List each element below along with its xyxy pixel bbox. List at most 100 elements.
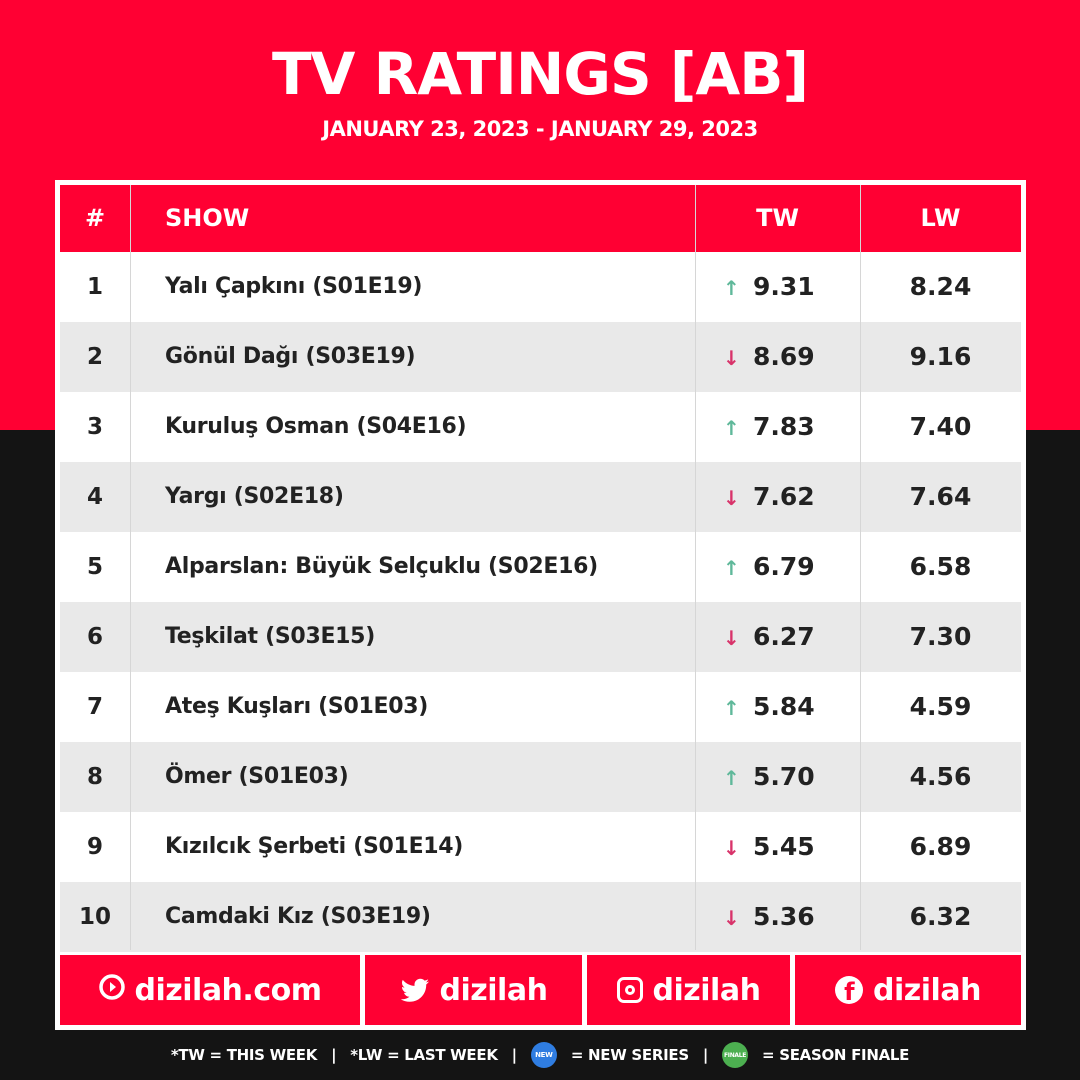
arrow-up-icon: ↑ [723,696,740,720]
tw-cell: ↑ 7.83 [723,392,815,462]
tw-value: 5.45 [753,832,815,861]
rank-cell: 6 [86,624,103,650]
lw-cell: 6.58 [909,552,972,581]
table-header: # SHOW TW LW [60,185,1021,252]
table-row: 5 Alparslan: Büyük Selçuklu (S02E16) ↑ 6.79… [60,532,1021,602]
tw-cell: ↓ 5.36 [723,882,815,952]
lw-cell: 8.24 [909,272,972,301]
rank-cell: 8 [86,764,103,790]
website-link[interactable]: dizilah.com [60,955,360,1025]
lw-cell: 7.40 [909,412,972,441]
table-row: 8 Ömer (S01E03) ↑ 5.70 4.56 [60,742,1021,812]
show-cell: Teşkilat (S03E15) [165,624,375,649]
twitter-icon [400,977,430,1003]
table-row: 9 Kızılcık Şerbeti (S01E14) ↓ 5.45 6.89 [60,812,1021,882]
instagram-icon [616,977,643,1003]
arrow-down-icon: ↓ [723,836,740,860]
finale-badge-icon: FINALE [722,1042,749,1068]
show-cell: Ömer (S01E03) [165,764,349,789]
table-row: 2 Gönül Dağı (S03E19) ↓ 8.69 9.16 [60,322,1021,392]
lw-cell: 4.59 [909,692,972,721]
arrow-up-icon: ↑ [723,766,740,790]
instagram-label: dizilah [652,972,761,1008]
new-badge-icon: NEW [530,1042,557,1068]
show-cell: Yalı Çapkını (S01E19) [165,274,423,299]
show-cell: Ateş Kuşları (S01E03) [165,694,428,719]
legend-new-series: = NEW SERIES [570,1046,689,1064]
legend-separator: | [702,1046,709,1064]
tw-cell: ↑ 9.31 [723,252,815,322]
legend-separator: | [511,1046,517,1064]
arrow-up-icon: ↑ [723,416,740,440]
tw-cell: ↓ 6.27 [723,602,815,672]
ratings-table: # SHOW TW LW 1 Yalı Çapkını (S01E19) ↑ 9.31… [55,180,1026,1030]
lw-cell: 6.32 [909,902,972,931]
facebook-link[interactable]: f dizilah [795,955,1021,1025]
table-row: 10 Camdaki Kız (S03E19) ↓ 5.36 6.32 [60,882,1021,952]
column-header-tw: TW [756,204,799,232]
table-row: 6 Teşkilat (S03E15) ↓ 6.27 7.30 [60,602,1021,672]
rank-cell: 4 [86,484,103,510]
date-range: JANUARY 23, 2023 - JANUARY 29, 2023 [322,117,758,141]
tw-cell: ↓ 8.69 [723,322,815,392]
lw-cell: 7.30 [909,622,972,651]
tw-value: 8.69 [753,342,815,371]
show-cell: Camdaki Kız (S03E19) [165,904,431,929]
lw-cell: 6.89 [909,832,972,861]
legend-separator: | [331,1046,337,1064]
tw-cell: ↓ 5.45 [723,812,815,882]
table-row: 7 Ateş Kuşları (S01E03) ↑ 5.84 4.59 [60,672,1021,742]
lw-cell: 9.16 [909,342,972,371]
website-label: dizilah.com [134,972,322,1008]
page-title: TV RATINGS [AB] [271,40,809,108]
legend-tw: *TW = THIS WEEK [170,1046,318,1064]
column-header-lw: LW [920,204,961,232]
twitter-link[interactable]: dizilah [365,955,582,1025]
tw-value: 5.84 [753,692,815,721]
column-divider [695,185,696,950]
tw-value: 6.79 [753,552,815,581]
social-footer: dizilah.com dizilah dizilah f dizilah [60,955,1021,1025]
twitter-label: dizilah [439,972,548,1008]
table-body: 1 Yalı Çapkını (S01E19) ↑ 9.31 8.24 2 Gönül Da… [60,252,1021,952]
show-cell: Gönül Dağı (S03E19) [165,344,416,369]
column-divider [130,185,131,950]
dizilah-logo-icon [98,973,125,1007]
arrow-down-icon: ↓ [723,906,740,930]
tw-value: 5.70 [753,762,815,791]
facebook-label: dizilah [873,972,981,1008]
arrow-down-icon: ↓ [723,626,740,650]
show-cell: Yargı (S02E18) [165,484,344,509]
rank-cell: 7 [86,694,103,720]
arrow-up-icon: ↑ [723,556,740,580]
rank-cell: 10 [78,904,111,930]
rank-cell: 3 [86,414,103,440]
column-header-show: SHOW [165,204,250,232]
legend-season-finale: = SEASON FINALE [762,1046,910,1064]
rank-cell: 9 [86,834,103,860]
tw-value: 7.62 [753,482,815,511]
tw-cell: ↑ 5.84 [723,672,815,742]
facebook-icon: f [835,976,864,1004]
tw-value: 5.36 [753,902,815,931]
tw-cell: ↑ 6.79 [723,532,815,602]
table-row: 3 Kuruluş Osman (S04E16) ↑ 7.83 7.40 [60,392,1021,462]
lw-cell: 4.56 [909,762,972,791]
rank-cell: 2 [86,344,103,370]
tw-value: 9.31 [753,272,815,301]
table-row: 4 Yargı (S02E18) ↓ 7.62 7.64 [60,462,1021,532]
show-cell: Kızılcık Şerbeti (S01E14) [165,834,464,859]
legend-lw: *LW = LAST WEEK [350,1046,498,1064]
show-cell: Kuruluş Osman (S04E16) [165,414,467,439]
column-header-rank: # [84,204,106,232]
table-row: 1 Yalı Çapkını (S01E19) ↑ 9.31 8.24 [60,252,1021,322]
rank-cell: 5 [86,554,103,580]
arrow-down-icon: ↓ [723,486,740,510]
tw-cell: ↑ 5.70 [723,742,815,812]
instagram-link[interactable]: dizilah [587,955,790,1025]
show-cell: Alparslan: Büyük Selçuklu (S02E16) [165,554,598,579]
lw-cell: 7.64 [909,482,972,511]
tw-cell: ↓ 7.62 [723,462,815,532]
tw-value: 7.83 [753,412,815,441]
tw-value: 6.27 [753,622,815,651]
